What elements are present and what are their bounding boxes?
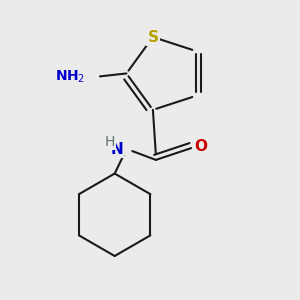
Text: NH$_2$: NH$_2$ bbox=[55, 68, 85, 85]
Text: S: S bbox=[147, 29, 158, 44]
Text: N: N bbox=[111, 142, 123, 157]
Text: O: O bbox=[194, 139, 207, 154]
Text: H: H bbox=[105, 135, 116, 149]
